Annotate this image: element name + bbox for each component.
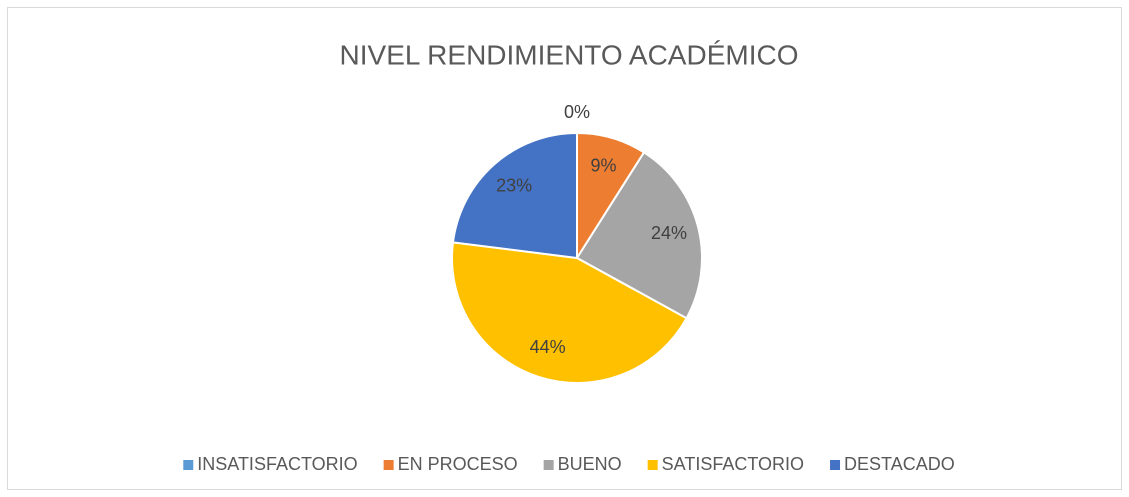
pie-slice: [451, 241, 688, 384]
legend-label: BUENO: [558, 454, 622, 474]
legend-label: EN PROCESO: [398, 454, 518, 474]
pie-slice: [451, 131, 578, 260]
pie-slice: [575, 151, 703, 320]
legend-swatch: [183, 460, 194, 470]
data-label: 24%: [651, 223, 687, 243]
legend-label: INSATISFACTORIO: [197, 454, 357, 474]
legend-swatch: [383, 460, 394, 470]
data-label: 9%: [590, 156, 616, 176]
legend-label: SATISFACTORIO: [662, 454, 804, 474]
legend-label: DESTACADO: [844, 454, 955, 474]
legend-swatch: [543, 460, 554, 470]
legend-swatch: [830, 460, 841, 470]
data-label: 44%: [530, 337, 566, 357]
data-label: 23%: [496, 175, 532, 195]
data-label: 0%: [564, 102, 590, 122]
chart-title: NIVEL RENDIMIENTO ACADÉMICO: [340, 39, 799, 70]
legend-swatch: [647, 460, 658, 470]
